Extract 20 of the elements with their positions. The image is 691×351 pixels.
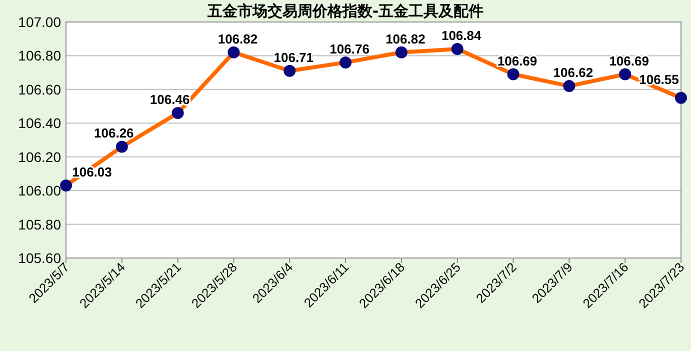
chart-title: 五金市场交易周价格指数-五金工具及配件 — [206, 2, 484, 20]
data-label: 106.84 — [441, 28, 482, 43]
data-label: 106.26 — [94, 126, 134, 141]
data-label: 106.71 — [274, 50, 314, 65]
y-tick-label: 107.00 — [18, 14, 62, 30]
data-label: 106.82 — [386, 31, 426, 46]
data-label: 106.46 — [150, 92, 190, 108]
y-tick-label: 106.00 — [18, 182, 62, 199]
data-label: 106.76 — [330, 41, 370, 56]
data-label: 106.69 — [497, 53, 538, 68]
y-tick-label: 106.60 — [18, 81, 62, 98]
data-label: 106.82 — [218, 31, 258, 46]
y-tick-label: 105.60 — [18, 250, 62, 266]
y-tick-label: 106.20 — [18, 148, 62, 165]
y-tick-label: 106.40 — [18, 115, 62, 132]
data-label: 106.69 — [609, 53, 649, 68]
y-tick-label: 105.80 — [18, 216, 62, 232]
data-label: 106.55 — [639, 72, 679, 87]
data-label: 106.62 — [553, 65, 594, 80]
y-tick-label: 106.80 — [18, 48, 62, 64]
